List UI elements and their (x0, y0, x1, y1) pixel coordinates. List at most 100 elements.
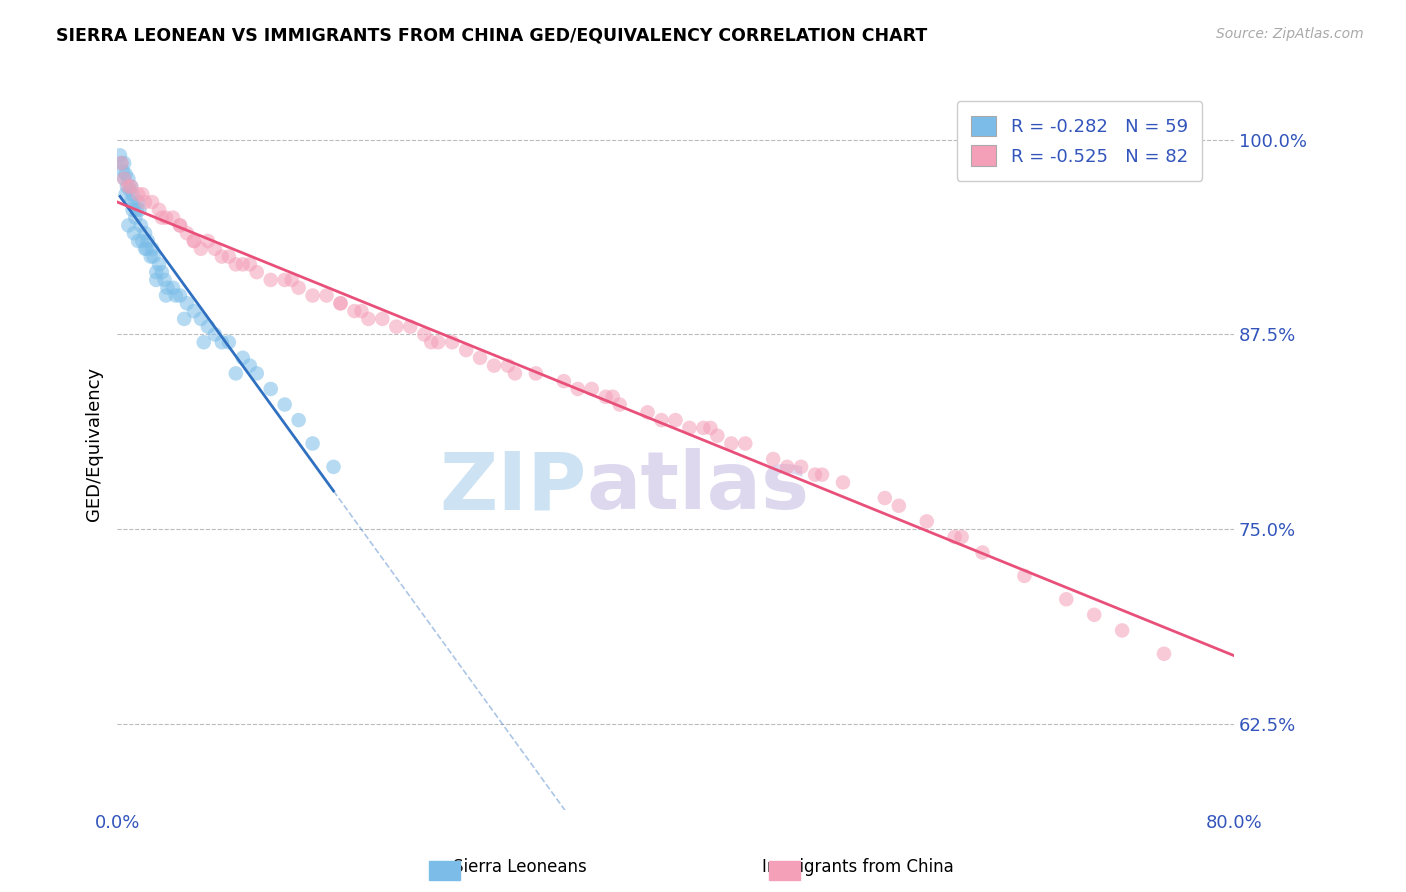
Point (134, 242, 156, 256)
Point (218, 335, 240, 350)
Point (441, 335, 464, 350)
Text: Immigrants from China: Immigrants from China (762, 858, 953, 876)
Point (155, 211, 177, 225)
Point (322, 459, 344, 474)
Point (122, 198, 145, 212)
Text: SIERRA LEONEAN VS IMMIGRANTS FROM CHINA GED/EQUIVALENCY CORRELATION CHART: SIERRA LEONEAN VS IMMIGRANTS FROM CHINA … (56, 27, 928, 45)
Point (1083, 607, 1105, 622)
Point (204, 327, 226, 342)
Point (246, 367, 269, 381)
Point (581, 382, 603, 396)
Point (273, 273, 295, 287)
Point (567, 382, 589, 396)
Point (142, 250, 165, 264)
Text: ZIP: ZIP (439, 449, 586, 526)
Legend: R = -0.282   N = 59, R = -0.525   N = 82: R = -0.282 N = 59, R = -0.525 N = 82 (956, 101, 1202, 181)
Point (287, 281, 309, 295)
Point (260, 382, 283, 396)
Point (664, 413, 686, 427)
Point (350, 304, 373, 318)
Point (218, 250, 240, 264)
Point (950, 530, 973, 544)
Point (155, 288, 177, 302)
Point (165, 288, 187, 302)
Point (197, 234, 219, 248)
Point (121, 187, 143, 202)
Point (124, 211, 146, 225)
Point (706, 428, 728, 442)
Point (127, 234, 149, 248)
Point (169, 219, 191, 233)
Point (420, 335, 443, 350)
Point (329, 296, 352, 310)
Point (776, 459, 799, 474)
Point (131, 187, 153, 202)
Point (150, 265, 173, 279)
Point (399, 319, 422, 334)
Point (211, 250, 233, 264)
Point (131, 234, 153, 248)
Point (832, 475, 855, 490)
Point (135, 242, 157, 256)
Point (148, 257, 170, 271)
Point (280, 273, 302, 287)
Point (637, 405, 659, 419)
Point (193, 335, 215, 350)
Point (371, 311, 394, 326)
Point (134, 226, 156, 240)
Point (468, 351, 491, 365)
Point (190, 311, 212, 326)
Point (162, 281, 184, 295)
Point (524, 367, 547, 381)
Point (482, 359, 505, 373)
Point (153, 273, 176, 287)
Point (972, 545, 994, 559)
Point (456, 343, 478, 357)
Point (239, 359, 262, 373)
Point (651, 413, 673, 427)
Point (1111, 624, 1133, 638)
Point (122, 226, 145, 240)
Point (118, 183, 141, 197)
Point (145, 265, 167, 279)
Point (120, 179, 142, 194)
Point (169, 288, 191, 302)
Point (609, 398, 631, 412)
Point (176, 296, 198, 310)
Point (692, 421, 714, 435)
Point (260, 273, 283, 287)
Point (117, 179, 139, 194)
Point (887, 499, 910, 513)
Point (197, 319, 219, 334)
Point (121, 202, 143, 217)
Point (225, 367, 247, 381)
Point (699, 421, 721, 435)
Point (329, 296, 352, 310)
Point (183, 234, 205, 248)
Point (115, 179, 138, 194)
Point (301, 436, 323, 450)
Point (602, 390, 624, 404)
Point (225, 257, 247, 271)
Point (232, 257, 254, 271)
Text: Sierra Leoneans: Sierra Leoneans (453, 858, 588, 876)
Point (141, 242, 163, 256)
Point (110, 156, 132, 170)
Point (111, 164, 134, 178)
Y-axis label: GED/Equivalency: GED/Equivalency (86, 367, 103, 521)
Point (110, 156, 132, 170)
Point (734, 436, 756, 450)
Point (120, 195, 142, 210)
Point (173, 311, 195, 326)
Point (112, 156, 135, 170)
Point (169, 219, 191, 233)
Point (804, 467, 827, 482)
Text: Source: ZipAtlas.com: Source: ZipAtlas.com (1216, 27, 1364, 41)
Point (156, 281, 179, 295)
Point (150, 211, 173, 225)
Point (128, 202, 150, 217)
Point (127, 187, 149, 202)
Point (183, 304, 205, 318)
Point (720, 436, 742, 450)
Point (503, 367, 526, 381)
